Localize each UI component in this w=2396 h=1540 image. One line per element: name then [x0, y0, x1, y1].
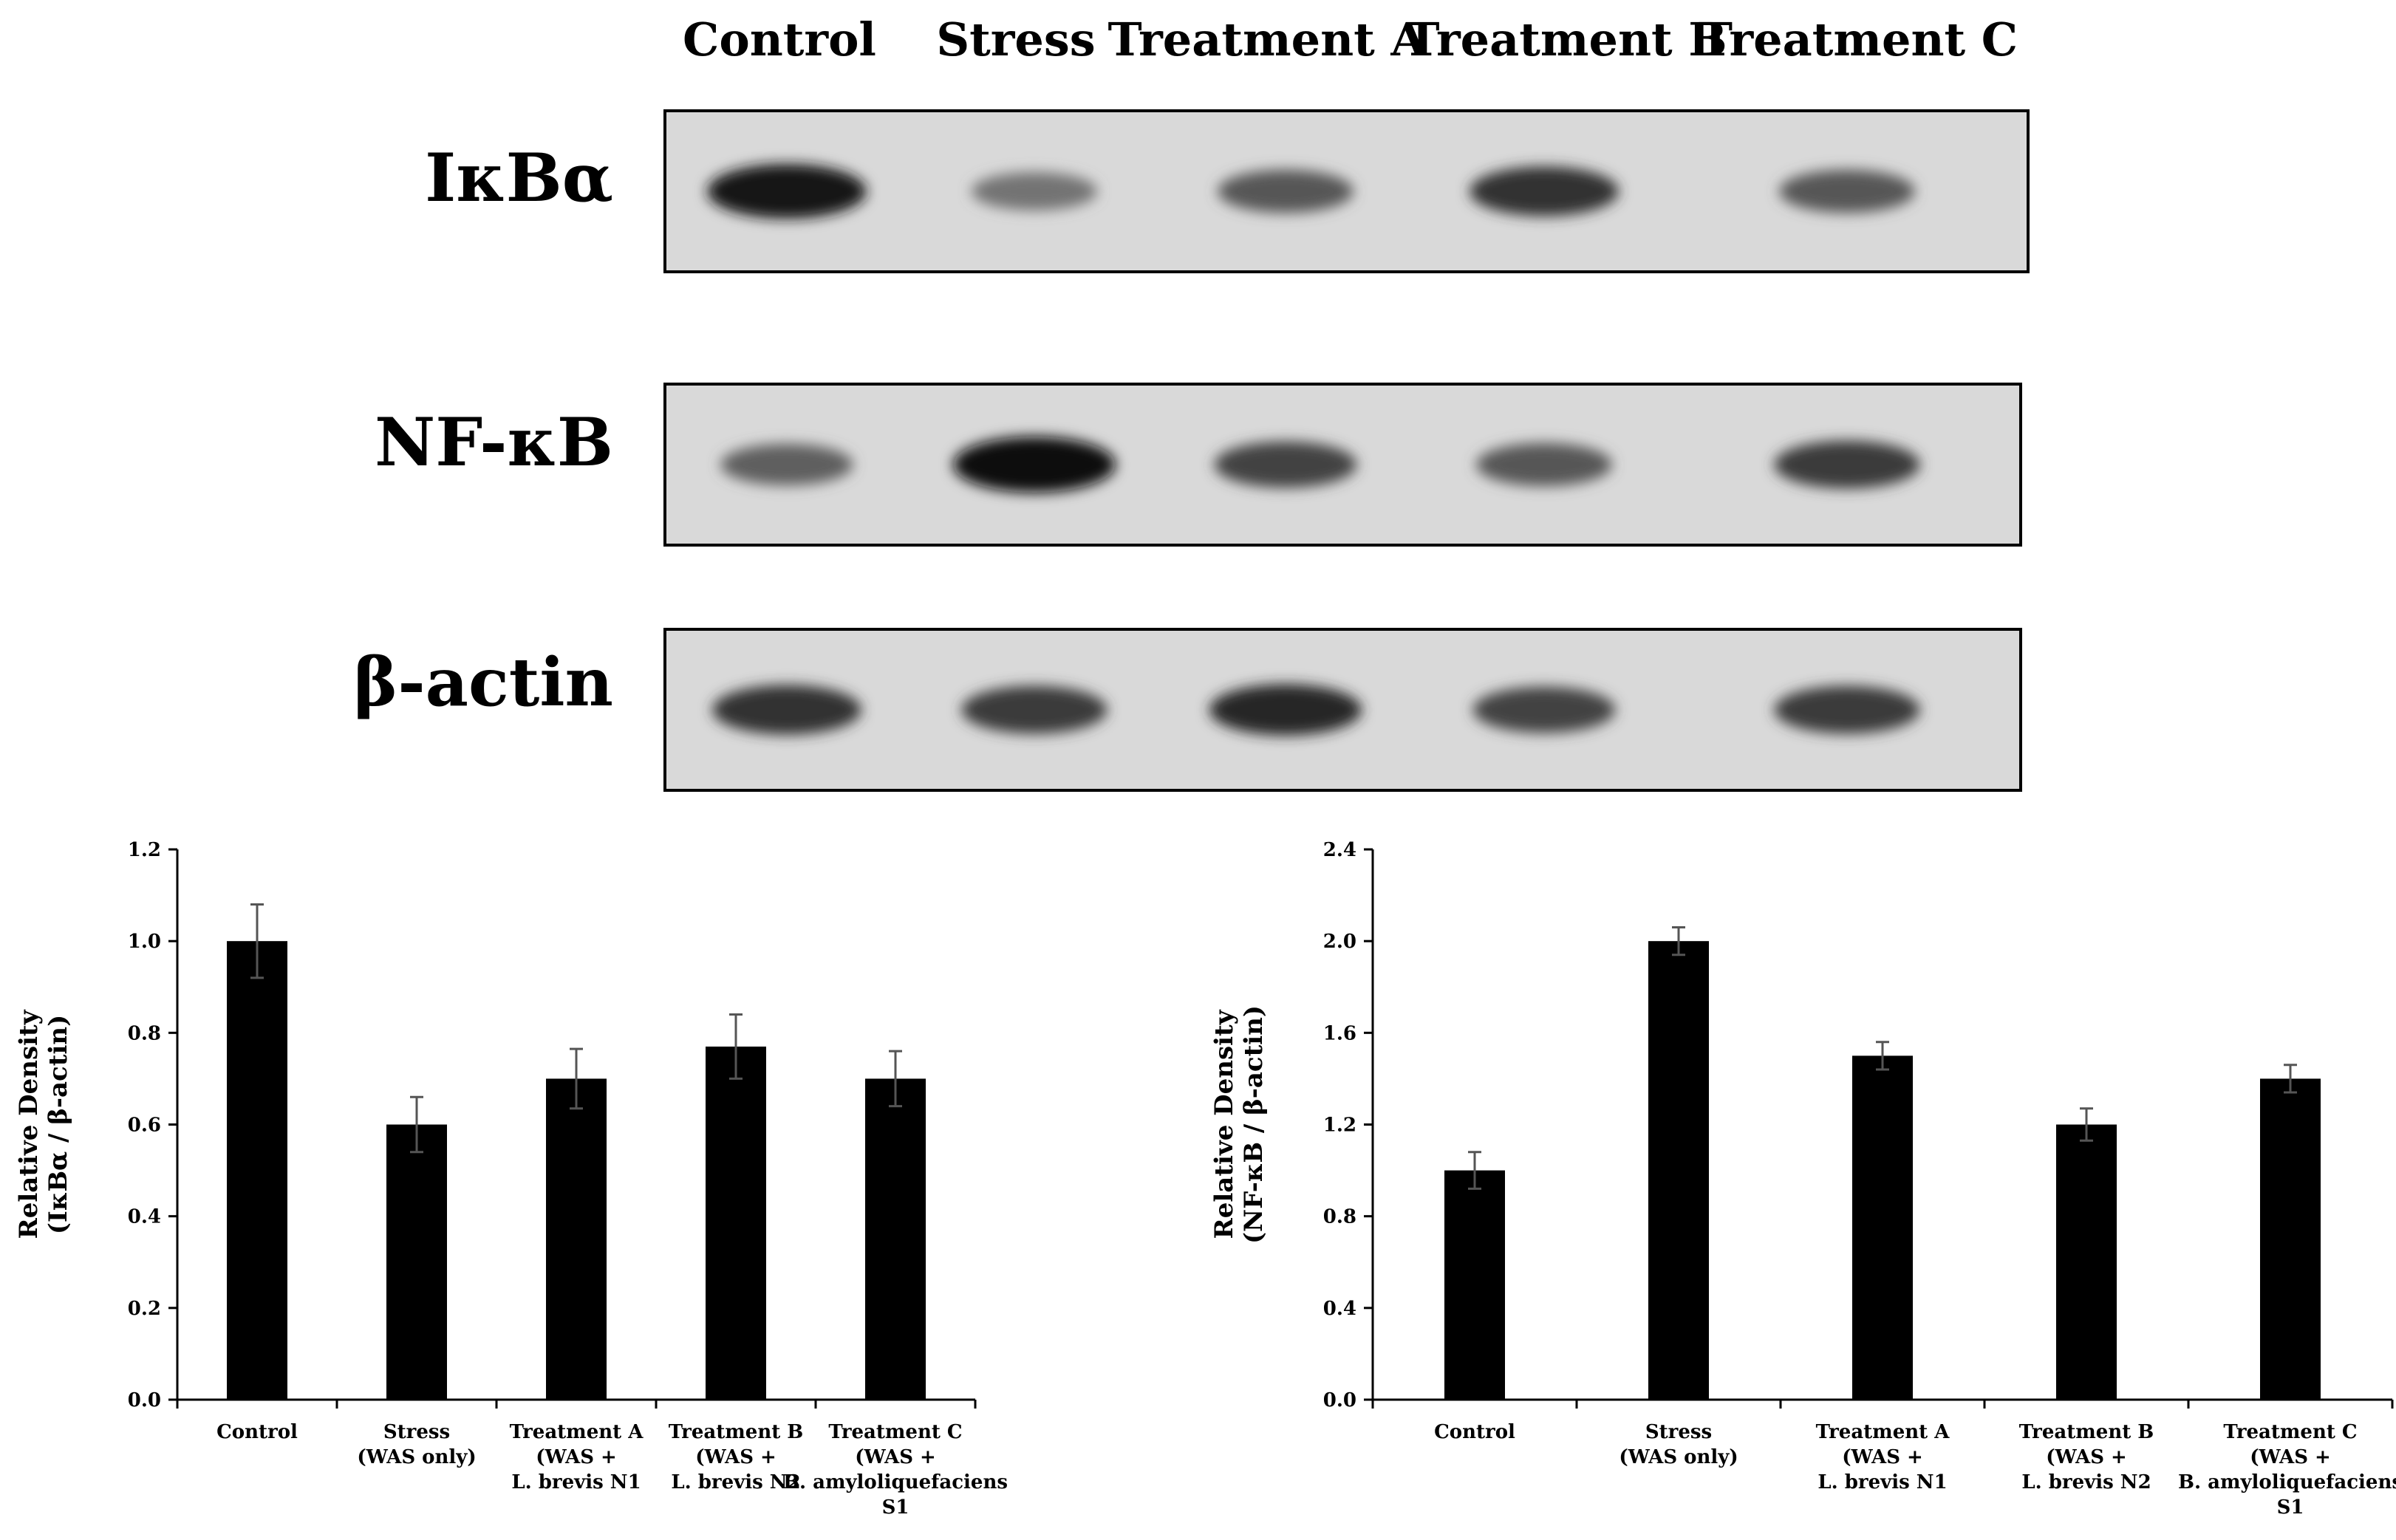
category-label-line: (WAS + [2046, 1446, 2127, 1468]
category-label-line: S1 [882, 1496, 909, 1519]
lane-label-4: Treatment C [1699, 13, 2018, 66]
blot-band-2-4 [1774, 685, 1920, 734]
y-tick-label: 1.2 [128, 839, 161, 861]
y-tick-label: 0.4 [128, 1206, 161, 1228]
category-label-line: L. brevis N2 [2021, 1471, 2151, 1493]
bar-1 [386, 1124, 447, 1400]
category-label-line: B. amyloliquefaciens [2178, 1471, 2396, 1493]
blot-band-1-3 [1476, 442, 1612, 487]
category-label-0: Control [216, 1421, 298, 1443]
blot-row-label-2: β-actin [354, 643, 613, 722]
bar-0 [227, 941, 287, 1400]
y-tick-label: 1.6 [1323, 1022, 1356, 1044]
category-label-line: Control [216, 1421, 298, 1443]
blot-band-0-3 [1470, 166, 1619, 216]
lane-label-3: Treatment B [1405, 13, 1727, 66]
category-label-line: L. brevis N2 [671, 1471, 800, 1493]
category-label-line: (WAS + [855, 1446, 936, 1468]
blot-band-1-1 [953, 437, 1116, 493]
category-label-line: Control [1434, 1421, 1515, 1443]
blot-band-2-1 [961, 685, 1107, 734]
category-label-0: Control [1434, 1421, 1515, 1443]
lane-label-1: Stress [936, 13, 1095, 66]
category-label-line: Treatment C [2223, 1421, 2357, 1443]
category-label-line: L. brevis N1 [1818, 1471, 1947, 1493]
category-label-line: (WAS + [2250, 1446, 2331, 1468]
bar-2 [1852, 1055, 1913, 1400]
category-label-2: Treatment A (WAS + L. brevis N1 [1816, 1421, 1950, 1493]
blot-band-2-3 [1472, 686, 1616, 733]
y-tick-label: 0.6 [128, 1115, 161, 1137]
bar-3 [706, 1046, 766, 1400]
lane-label-0: Control [683, 13, 876, 66]
category-label-line: (WAS + [1842, 1446, 1923, 1468]
category-label-line: Stress [383, 1421, 450, 1443]
y-axis-label-line: (NF-κB / β-actin) [1239, 1005, 1269, 1244]
y-tick-label: 1.2 [1323, 1115, 1356, 1137]
category-label-line: B. amyloliquefaciens [783, 1471, 1008, 1493]
bar-4 [2260, 1078, 2321, 1400]
y-tick-label: 0.2 [128, 1298, 161, 1320]
bar-1 [1648, 941, 1709, 1400]
y-tick-label: 2.0 [1323, 931, 1356, 953]
category-label-line: L. brevis N1 [511, 1471, 641, 1493]
blot-row-label-0: IκBα [425, 139, 613, 217]
bar-2 [546, 1078, 607, 1400]
category-label-line: Treatment A [1816, 1421, 1950, 1443]
nfkb-density-chart: 0.0 0.4 0.8 1.2 1.6 2.0 2.4 Control Stress (WAS o… [1209, 839, 2396, 1519]
y-tick-label: 1.0 [128, 931, 161, 953]
blot-band-0-0 [707, 164, 867, 219]
category-label-3: Treatment B (WAS + L. brevis N2 [669, 1421, 804, 1493]
y-axis-label-line: (IκBα / β-actin) [44, 1015, 73, 1234]
blot-band-0-2 [1218, 169, 1354, 213]
category-label-1: Stress (WAS only) [357, 1421, 476, 1468]
category-label-2: Treatment A (WAS + L. brevis N1 [510, 1421, 644, 1493]
y-tick-label: 0.4 [1323, 1298, 1356, 1320]
y-tick-label: 0.8 [1323, 1206, 1356, 1228]
category-label-line: (WAS only) [357, 1446, 476, 1468]
category-label-1: Stress (WAS only) [1619, 1421, 1738, 1468]
y-tick-label: 0.0 [1323, 1389, 1356, 1411]
category-label-3: Treatment B (WAS + L. brevis N2 [2019, 1421, 2154, 1493]
blot-band-1-4 [1774, 440, 1920, 489]
category-label-line: (WAS only) [1619, 1446, 1738, 1468]
ikba-density-chart: 0.0 0.2 0.4 0.6 0.8 1.0 1.2 Control Stress (WAS o… [14, 839, 1008, 1519]
blot-band-1-2 [1214, 441, 1357, 488]
y-axis-label: Relative Density(NF-κB / β-actin) [1209, 1005, 1269, 1244]
y-axis-label-line: Relative Density [1209, 1009, 1239, 1239]
bar-0 [1444, 1170, 1505, 1400]
blot-band-1-0 [720, 443, 853, 486]
y-axis-label-line: Relative Density [14, 1009, 44, 1239]
category-label-line: Treatment A [510, 1421, 644, 1443]
blot-band-2-0 [712, 685, 861, 735]
blot-band-2-2 [1209, 684, 1362, 736]
bar-3 [2056, 1124, 2117, 1400]
category-label-line: (WAS + [536, 1446, 617, 1468]
y-tick-label: 0.8 [128, 1022, 161, 1044]
category-label-4: Treatment C (WAS + B. amyloliquefaciens S1 [783, 1421, 1008, 1519]
blot-row-label-1: NF-κB [375, 403, 613, 482]
bar-4 [865, 1078, 926, 1400]
blot-band-0-1 [971, 172, 1098, 211]
category-label-4: Treatment C (WAS + B. amyloliquefaciens S1 [2178, 1421, 2396, 1519]
y-tick-label: 2.4 [1323, 839, 1356, 861]
y-tick-label: 0.0 [128, 1389, 161, 1411]
category-label-line: Treatment B [2019, 1421, 2154, 1443]
lane-label-2: Treatment A [1107, 13, 1427, 66]
category-label-line: (WAS + [695, 1446, 777, 1468]
category-label-line: Treatment B [669, 1421, 804, 1443]
category-label-line: S1 [2277, 1496, 2304, 1519]
category-label-line: Treatment C [828, 1421, 962, 1443]
category-label-line: Stress [1645, 1421, 1712, 1443]
blot-band-0-4 [1779, 169, 1915, 213]
y-axis-label: Relative Density(IκBα / β-actin) [14, 1009, 73, 1239]
